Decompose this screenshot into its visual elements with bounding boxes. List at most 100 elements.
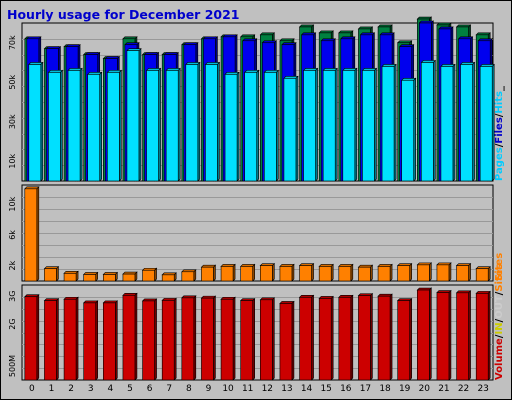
bar-side <box>75 270 79 282</box>
bar-pages <box>381 63 397 182</box>
bar-volume <box>455 290 472 381</box>
bar-sites <box>455 262 472 282</box>
y-tick-label: 30k <box>8 114 17 129</box>
bar-side <box>217 61 220 182</box>
bar-side <box>75 296 79 381</box>
x-tick-label: 22 <box>458 384 469 394</box>
legend-item: / <box>494 334 505 338</box>
bar-pages <box>243 69 260 182</box>
bar-face <box>126 50 140 182</box>
x-tick-label: 0 <box>29 384 35 394</box>
bar-face <box>260 265 273 282</box>
bar-face <box>475 293 489 381</box>
bar-sites <box>181 269 197 282</box>
bar-sites <box>63 270 79 282</box>
bar-sites <box>24 186 40 282</box>
y-tick-label: 70k <box>8 35 17 50</box>
legend-item: Pages <box>494 147 505 181</box>
legend-item: _ <box>494 86 505 91</box>
bar-face <box>44 268 57 282</box>
bar-sites <box>200 264 217 282</box>
bar-pages <box>86 71 103 182</box>
legend-item: OUT <box>494 295 505 319</box>
bar-volume <box>43 297 60 381</box>
legend-item: Volume <box>494 338 505 380</box>
bar-volume <box>239 297 256 381</box>
bar-volume <box>396 297 413 381</box>
bar-face <box>161 300 175 381</box>
bar-volume <box>122 292 138 381</box>
bar-face <box>220 298 234 381</box>
bar-pages <box>322 67 338 182</box>
bar-sites <box>220 263 236 282</box>
bar-face <box>318 266 332 282</box>
bar-volume <box>24 294 40 381</box>
bar-face <box>260 299 273 381</box>
bar-face <box>240 300 253 381</box>
bar-sites <box>475 265 491 282</box>
bar-pages <box>361 67 378 182</box>
bar-sites <box>416 262 433 282</box>
bar-face <box>362 70 375 182</box>
bar-face <box>358 295 371 381</box>
bar-side <box>115 271 118 282</box>
bar-sites <box>357 264 374 282</box>
bar-pages <box>342 67 358 182</box>
bar-face <box>83 274 96 282</box>
bar-pages <box>106 69 123 182</box>
legend-item: / <box>494 291 505 295</box>
bar-volume <box>82 300 99 381</box>
axis-labels: 10k30k50k70kPages/Files/Hits_2k6k10kSite… <box>8 35 505 394</box>
bar-face <box>381 66 395 182</box>
x-tick-label: 14 <box>301 384 313 394</box>
bar-face <box>107 72 120 182</box>
bar-face <box>244 72 257 182</box>
bar-face <box>338 266 352 282</box>
bar-face <box>318 298 332 381</box>
bar-volume <box>141 298 158 381</box>
bar-volume <box>318 295 334 381</box>
bar-face <box>201 266 214 282</box>
bar-side <box>236 71 240 182</box>
x-tick-label: 21 <box>438 384 449 394</box>
bar-volume <box>220 296 236 381</box>
bar-volume <box>181 295 197 381</box>
bar-side <box>213 264 216 282</box>
bar-face <box>456 265 469 282</box>
bar-face <box>322 70 336 182</box>
bar-face <box>299 265 312 282</box>
bar-face <box>475 268 489 282</box>
bar-volume <box>377 293 393 381</box>
bar-face <box>417 264 430 282</box>
bar-volume <box>298 294 315 381</box>
x-tick-label: 23 <box>477 384 488 394</box>
bar-volume <box>338 294 354 381</box>
bar-side <box>252 297 255 381</box>
bar-face <box>63 273 77 282</box>
bar-side <box>134 271 138 282</box>
y-tick-label: 50k <box>8 74 17 89</box>
x-tick-label: 18 <box>379 384 391 394</box>
y-tick-label: 2G <box>8 318 17 329</box>
bar-side <box>193 295 197 381</box>
legend-item: Sites <box>494 263 505 291</box>
bar-face <box>358 266 371 282</box>
x-tick-label: 3 <box>88 384 94 394</box>
bar-side <box>252 263 255 282</box>
bar-side <box>115 300 118 381</box>
bar-face <box>397 265 410 282</box>
bar-series <box>24 16 495 381</box>
x-tick-label: 16 <box>340 384 352 394</box>
bar-face <box>456 292 469 381</box>
bar-volume <box>63 296 79 381</box>
bar-side <box>79 67 83 182</box>
bar-side <box>173 297 177 381</box>
x-tick-label: 17 <box>360 384 371 394</box>
bar-sites <box>161 272 177 282</box>
legend-item: Files <box>494 117 505 143</box>
bar-face <box>24 188 38 282</box>
bar-face <box>377 295 391 381</box>
bar-sites <box>436 262 452 282</box>
bar-pages <box>126 47 142 182</box>
bar-face <box>205 64 218 182</box>
